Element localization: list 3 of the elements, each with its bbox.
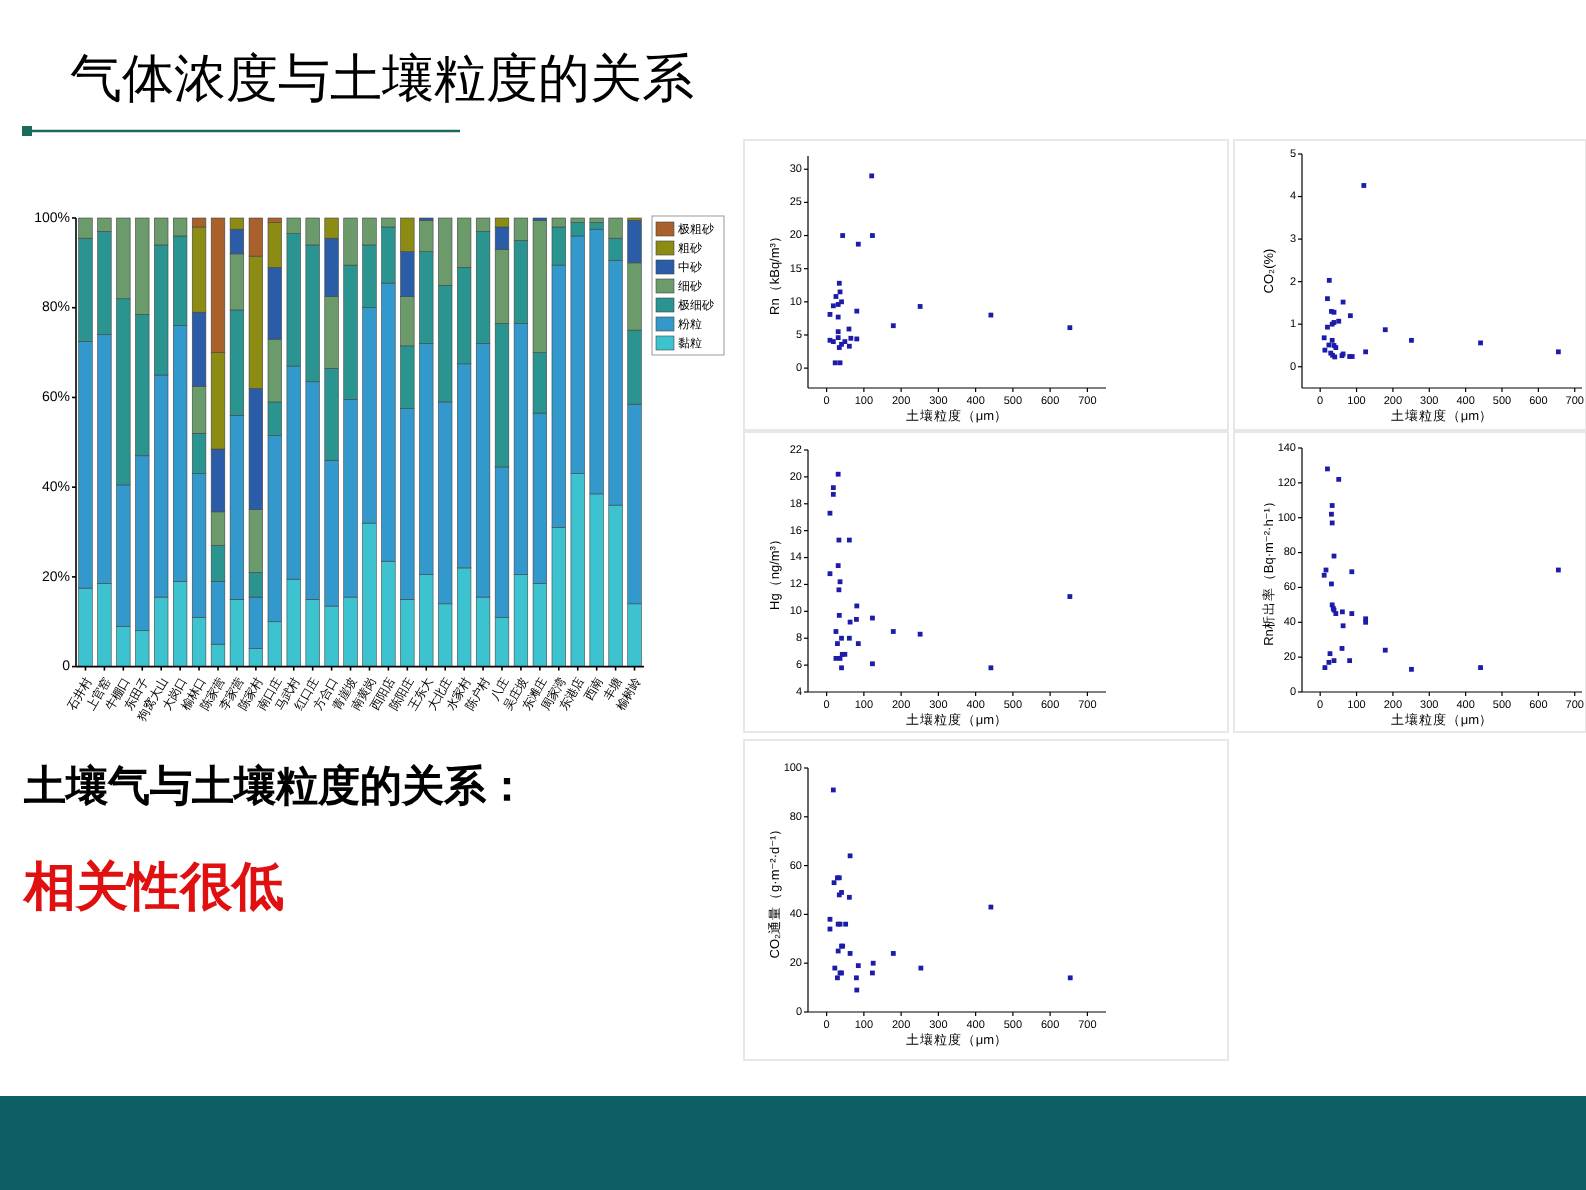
text: 土壤气与土壤粒度的关系：: [22, 762, 528, 810]
text: 气体浓度与土壤粒度的关系: [70, 48, 694, 108]
text: 相关性很低: [22, 856, 284, 916]
